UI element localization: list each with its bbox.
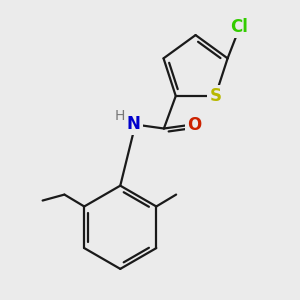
Text: O: O (187, 116, 202, 134)
Text: S: S (209, 87, 221, 105)
Text: N: N (126, 115, 140, 133)
Text: H: H (115, 109, 125, 123)
Text: Cl: Cl (230, 18, 248, 36)
